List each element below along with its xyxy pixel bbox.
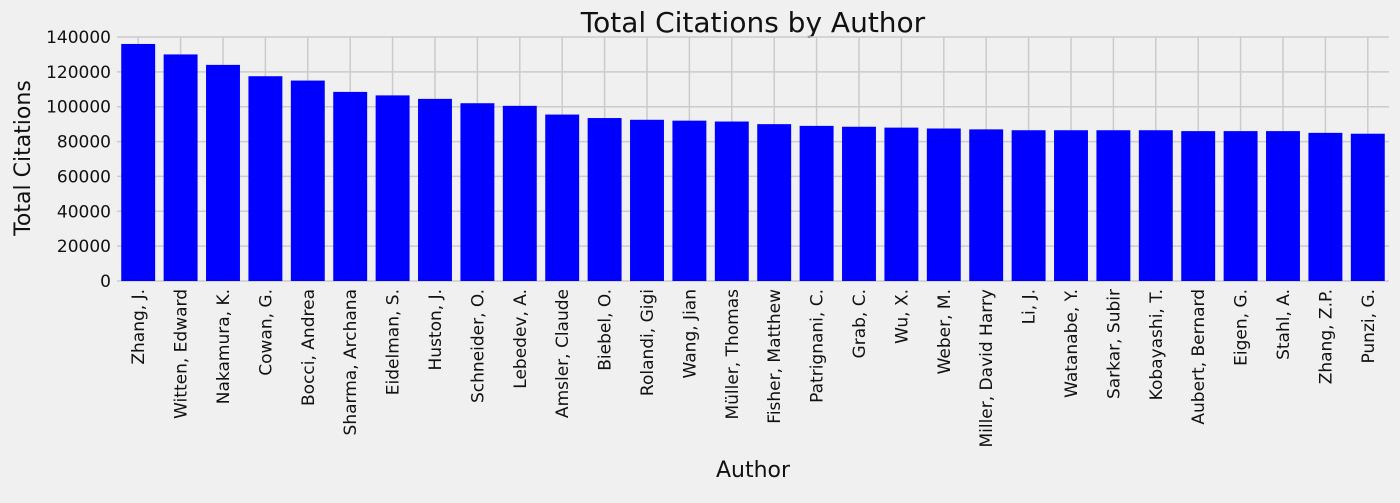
x-tick-label: Miller, David Harry [977,289,997,448]
bar [460,103,495,281]
bar [1181,131,1216,281]
x-tick-label: Weber, M. [935,289,955,374]
bar [248,76,283,281]
x-tick-label: Cowan, G. [256,289,276,376]
bar [630,119,664,282]
y-tick-labels: 0 20000 40000 60000 80000 100000 120000 140000 [46,28,111,292]
x-tick-label: Eigen, G. [1232,289,1252,366]
x-tick-label: Wang, Jian [680,289,700,378]
x-tick-label: Huston, J. [426,289,446,370]
bar [290,80,325,281]
x-tick-label: Nakamura, K. [214,289,234,404]
bar [757,124,792,282]
x-tick-label: Zhang, Z.P. [1316,289,1336,384]
x-tick-label: Patrignani, C. [808,289,828,403]
bar [502,105,537,281]
y-axis-title: Total Citations [11,80,36,237]
bar [969,129,1004,281]
x-tick-label: Kobayashi, T. [1147,289,1167,400]
y-tick-label: 120000 [46,63,111,83]
x-tick-labels: Zhang, J. Witten, Edward Nakamura, K. Cowan… [129,289,1379,448]
bar [1266,131,1300,281]
x-tick-label: Lebedev, A. [511,289,531,389]
bar [1223,131,1258,281]
bar [1096,130,1131,281]
x-tick-label: Rolandi, Gigi [638,289,658,396]
x-tick-label: Witten, Edward [172,289,192,419]
x-tick-label: Watanabe, Y. [1062,289,1082,398]
bar [587,118,622,282]
x-tick-label: Stahl, A. [1274,289,1294,360]
y-tick-label: 40000 [57,202,111,222]
x-tick-label: Eidelman, S. [384,289,404,395]
bar [1308,132,1343,281]
bar [1054,130,1088,281]
bar [672,120,707,282]
bar [842,126,876,281]
bar [1138,130,1173,281]
x-tick-label: Biebel, O. [596,289,616,371]
x-axis-title: Author [716,458,791,483]
bar [418,98,452,281]
x-tick-label: Aubert, Bernard [1189,289,1209,425]
bar [206,64,240,281]
bar [375,95,410,281]
bar [799,125,834,281]
bar [926,128,961,281]
y-tick-label: 140000 [46,28,111,48]
x-tick-label: Schneider, O. [468,289,488,403]
bar [545,114,580,281]
x-tick-label: Müller, Thomas [723,289,743,420]
x-tick-label: Wu, X. [892,289,912,344]
x-tick-label: Fisher, Matthew [765,289,785,424]
bars [121,43,1385,282]
bar [884,127,919,281]
bar [1350,133,1385,281]
bar [714,121,749,282]
x-tick-label: Punzi, G. [1359,289,1379,364]
x-tick-label: Sarkar, Subir [1104,289,1124,399]
chart-title: Total Citations by Author [580,6,926,39]
bar [121,43,156,281]
x-tick-label: Li, J. [1020,289,1040,324]
y-tick-label: 0 [100,272,111,292]
y-tick-label: 20000 [57,237,111,257]
x-tick-label: Grab, C. [850,289,870,358]
y-tick-label: 60000 [57,167,111,187]
y-tick-label: 100000 [46,98,111,118]
bar [163,54,198,281]
x-tick-label: Sharma, Archana [341,289,361,435]
bar [1011,130,1046,281]
bar [333,91,368,282]
y-tick-label: 80000 [57,133,111,153]
x-tick-label: Bocci, Andrea [299,289,319,406]
x-tick-label: Amsler, Claude [553,289,573,418]
x-tick-label: Zhang, J. [129,289,149,365]
